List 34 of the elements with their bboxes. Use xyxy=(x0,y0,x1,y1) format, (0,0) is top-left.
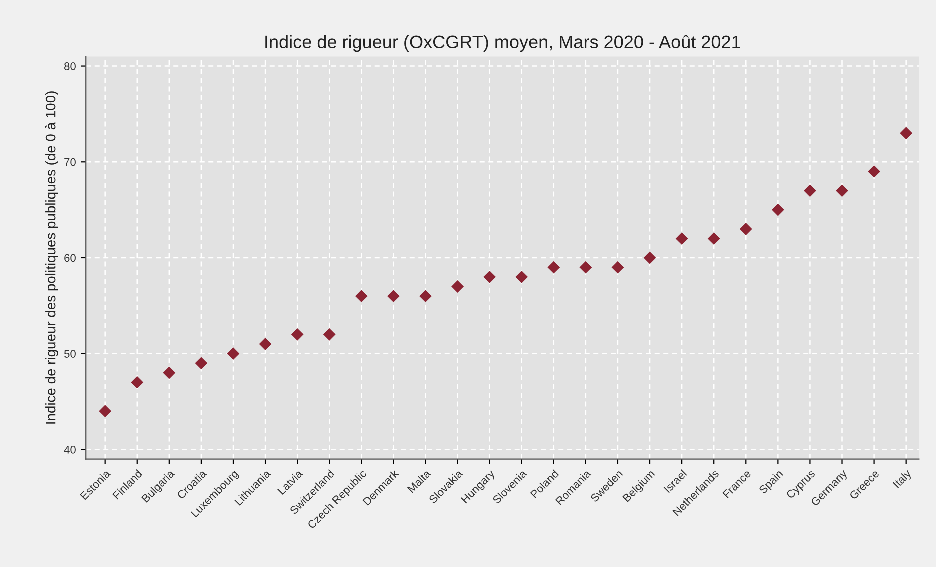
y-tick-label: 60 xyxy=(64,254,76,262)
point xyxy=(323,328,336,341)
point xyxy=(580,261,592,274)
point xyxy=(259,338,272,350)
y-tick-label: 40 xyxy=(64,446,76,454)
point xyxy=(900,127,913,140)
point xyxy=(452,280,464,293)
point xyxy=(195,357,208,370)
point xyxy=(420,290,432,303)
point xyxy=(516,270,528,284)
point xyxy=(484,270,496,284)
point xyxy=(612,261,624,274)
point xyxy=(227,348,240,360)
y-axis-title: Indice de rigueur des politiques publiques (de 0 à 100) xyxy=(45,92,58,424)
point xyxy=(708,232,720,246)
point xyxy=(548,261,560,274)
point xyxy=(131,376,144,389)
point xyxy=(740,223,752,236)
point xyxy=(387,290,400,303)
y-tick-label: 70 xyxy=(64,158,76,166)
x-tick-label: Italy xyxy=(892,469,914,490)
point xyxy=(836,184,848,198)
chart-title: Indice de rigueur (OxCGRT) moyen, Mars 2020 - Août 2021 xyxy=(266,35,740,52)
y-tick-label: 80 xyxy=(64,62,76,70)
point xyxy=(644,252,656,264)
y-tick-label: 50 xyxy=(64,350,76,358)
point xyxy=(163,366,176,380)
point xyxy=(772,204,784,216)
point xyxy=(355,290,368,303)
point xyxy=(99,405,112,418)
point xyxy=(804,184,816,198)
point xyxy=(868,166,881,178)
point xyxy=(291,328,304,341)
point xyxy=(676,232,688,246)
